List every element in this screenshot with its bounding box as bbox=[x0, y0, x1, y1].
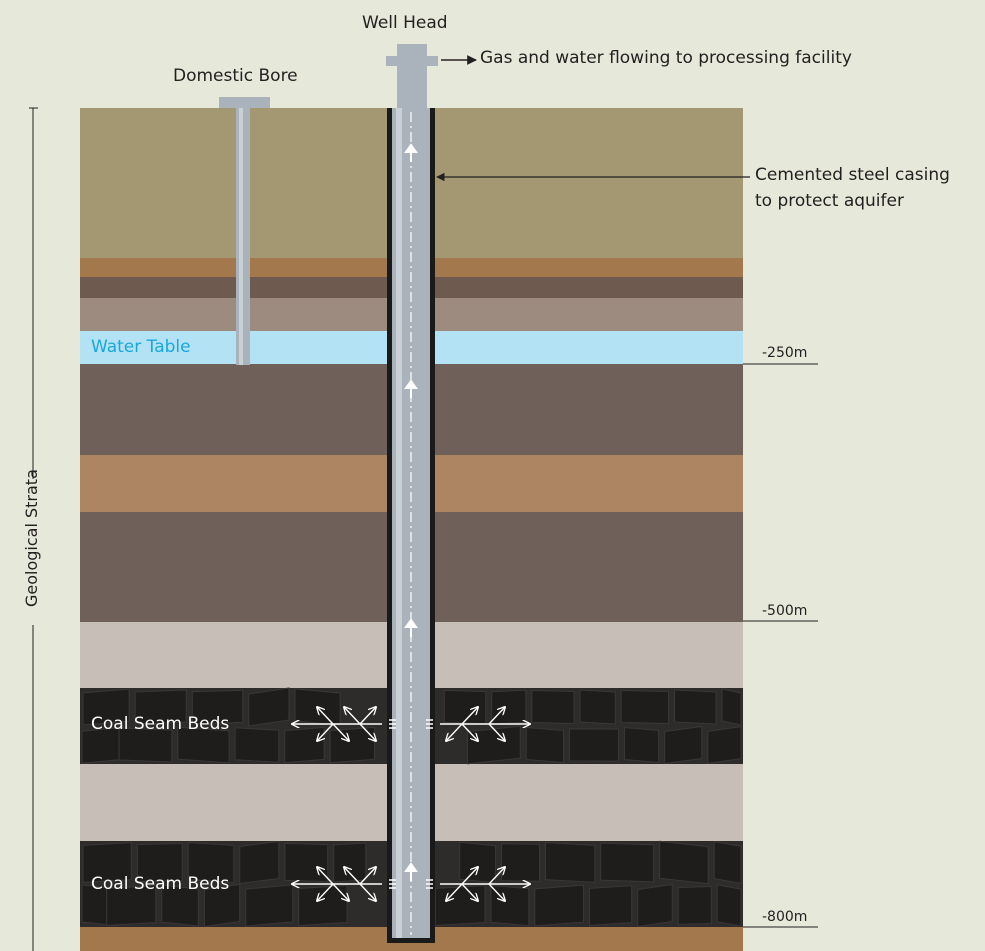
casing-label-line1: Cemented steel casing bbox=[755, 165, 950, 185]
gas-flow-label: Gas and water flowing to processing faci… bbox=[480, 48, 852, 68]
coal-seam-label-lower: Coal Seam Beds bbox=[91, 874, 230, 894]
fracture-arrow-icon bbox=[461, 707, 478, 725]
flow-up-arrow-icon bbox=[404, 143, 418, 162]
fracture-arrow-icon bbox=[332, 723, 349, 741]
coal-texture-upper bbox=[81, 687, 742, 765]
coal-block bbox=[707, 726, 742, 764]
coal-block bbox=[637, 883, 673, 928]
coal-block bbox=[588, 885, 633, 926]
well-head-label: Well Head bbox=[362, 13, 448, 33]
depth-marker-500: -500m bbox=[762, 603, 808, 619]
well-head-cap bbox=[397, 44, 427, 108]
fracture-arrow-icon bbox=[446, 723, 463, 741]
fracture-arrow-icon bbox=[359, 723, 376, 741]
fracture-arrow-icon bbox=[461, 723, 478, 741]
fracture-arrow-icon bbox=[461, 867, 478, 885]
fracture-arrow-icon bbox=[317, 867, 334, 885]
coal-block bbox=[534, 884, 584, 927]
fracture-arrow-icon bbox=[317, 883, 334, 901]
coal-block bbox=[82, 842, 132, 883]
coal-block bbox=[579, 689, 616, 725]
fracture-arrow-icon bbox=[332, 883, 349, 901]
fracture-arrow-icon bbox=[359, 867, 376, 885]
coal-block bbox=[568, 728, 620, 762]
fracture-arrows-upper bbox=[292, 707, 530, 741]
fracture-arrow-icon bbox=[344, 867, 361, 885]
strata-bracket bbox=[29, 107, 38, 951]
coal-block bbox=[443, 689, 487, 725]
domestic-bore bbox=[219, 97, 270, 365]
coal-block bbox=[203, 883, 241, 928]
coal-block bbox=[716, 884, 742, 927]
coal-block bbox=[525, 726, 564, 764]
coal-block bbox=[82, 688, 130, 726]
perforations-upper bbox=[389, 719, 433, 729]
well-head-side-right bbox=[427, 56, 438, 66]
coal-block bbox=[624, 727, 660, 763]
tube-highlight bbox=[396, 108, 402, 938]
coal-block bbox=[234, 727, 280, 763]
coal-texture-lower bbox=[81, 840, 742, 928]
fracture-arrow-icon bbox=[317, 723, 334, 741]
coal-block bbox=[177, 726, 230, 764]
casing-label-line2: to protect aquifer bbox=[755, 191, 904, 211]
coal-block bbox=[677, 886, 712, 925]
fracture-arrow-icon bbox=[359, 707, 376, 725]
coal-block bbox=[501, 843, 540, 882]
coal-block bbox=[284, 842, 329, 883]
coal-block bbox=[531, 690, 575, 724]
flow-up-arrow-icon bbox=[404, 618, 418, 637]
coal-block bbox=[106, 885, 157, 926]
flow-up-arrow-icon bbox=[404, 862, 418, 881]
gas-well bbox=[386, 44, 438, 943]
fracture-arrow-icon bbox=[488, 723, 505, 741]
coal-block bbox=[721, 688, 742, 726]
coal-block bbox=[459, 841, 497, 884]
coal-block bbox=[187, 842, 235, 883]
perforations-lower bbox=[389, 879, 433, 889]
coal-block bbox=[191, 689, 244, 725]
coal-block bbox=[620, 689, 670, 725]
coal-block bbox=[664, 725, 703, 765]
fracture-arrow-icon bbox=[488, 707, 505, 725]
fracture-arrow-icon bbox=[461, 883, 478, 901]
domestic-bore-label: Domestic Bore bbox=[173, 66, 298, 86]
fracture-arrows-lower bbox=[292, 867, 530, 901]
water-table-label: Water Table bbox=[91, 337, 191, 357]
domestic-bore-cap bbox=[219, 97, 270, 108]
coal-seam-label-upper: Coal Seam Beds bbox=[91, 714, 230, 734]
fracture-arrow-icon bbox=[488, 867, 505, 885]
coal-block bbox=[467, 725, 521, 765]
well-head-side-left bbox=[386, 56, 397, 66]
coal-block bbox=[674, 689, 717, 725]
coal-block bbox=[333, 842, 367, 883]
coal-block bbox=[491, 689, 527, 725]
coal-block bbox=[134, 689, 187, 725]
coal-block bbox=[713, 841, 742, 884]
fracture-arrow-icon bbox=[488, 883, 505, 901]
coal-block bbox=[245, 884, 294, 927]
flow-up-arrow-icon bbox=[404, 379, 418, 398]
coal-block bbox=[161, 884, 199, 927]
fracture-arrow-icon bbox=[359, 883, 376, 901]
geological-strata-label: Geological Strata bbox=[22, 469, 41, 607]
coal-block bbox=[544, 842, 596, 883]
depth-marker-250: -250m bbox=[762, 345, 808, 361]
coal-block bbox=[136, 843, 183, 882]
fracture-arrow-icon bbox=[446, 883, 463, 901]
coal-block bbox=[434, 885, 486, 926]
coal-block bbox=[118, 727, 173, 763]
coal-block bbox=[284, 726, 325, 764]
coal-block bbox=[659, 840, 709, 885]
fracture-arrow-icon bbox=[317, 707, 334, 725]
coal-block bbox=[248, 687, 290, 727]
coal-block bbox=[239, 840, 280, 885]
domestic-bore-highlight bbox=[239, 108, 243, 365]
coal-block bbox=[600, 842, 655, 883]
depth-marker-800: -800m bbox=[762, 909, 808, 925]
fracture-arrow-icon bbox=[344, 707, 361, 725]
